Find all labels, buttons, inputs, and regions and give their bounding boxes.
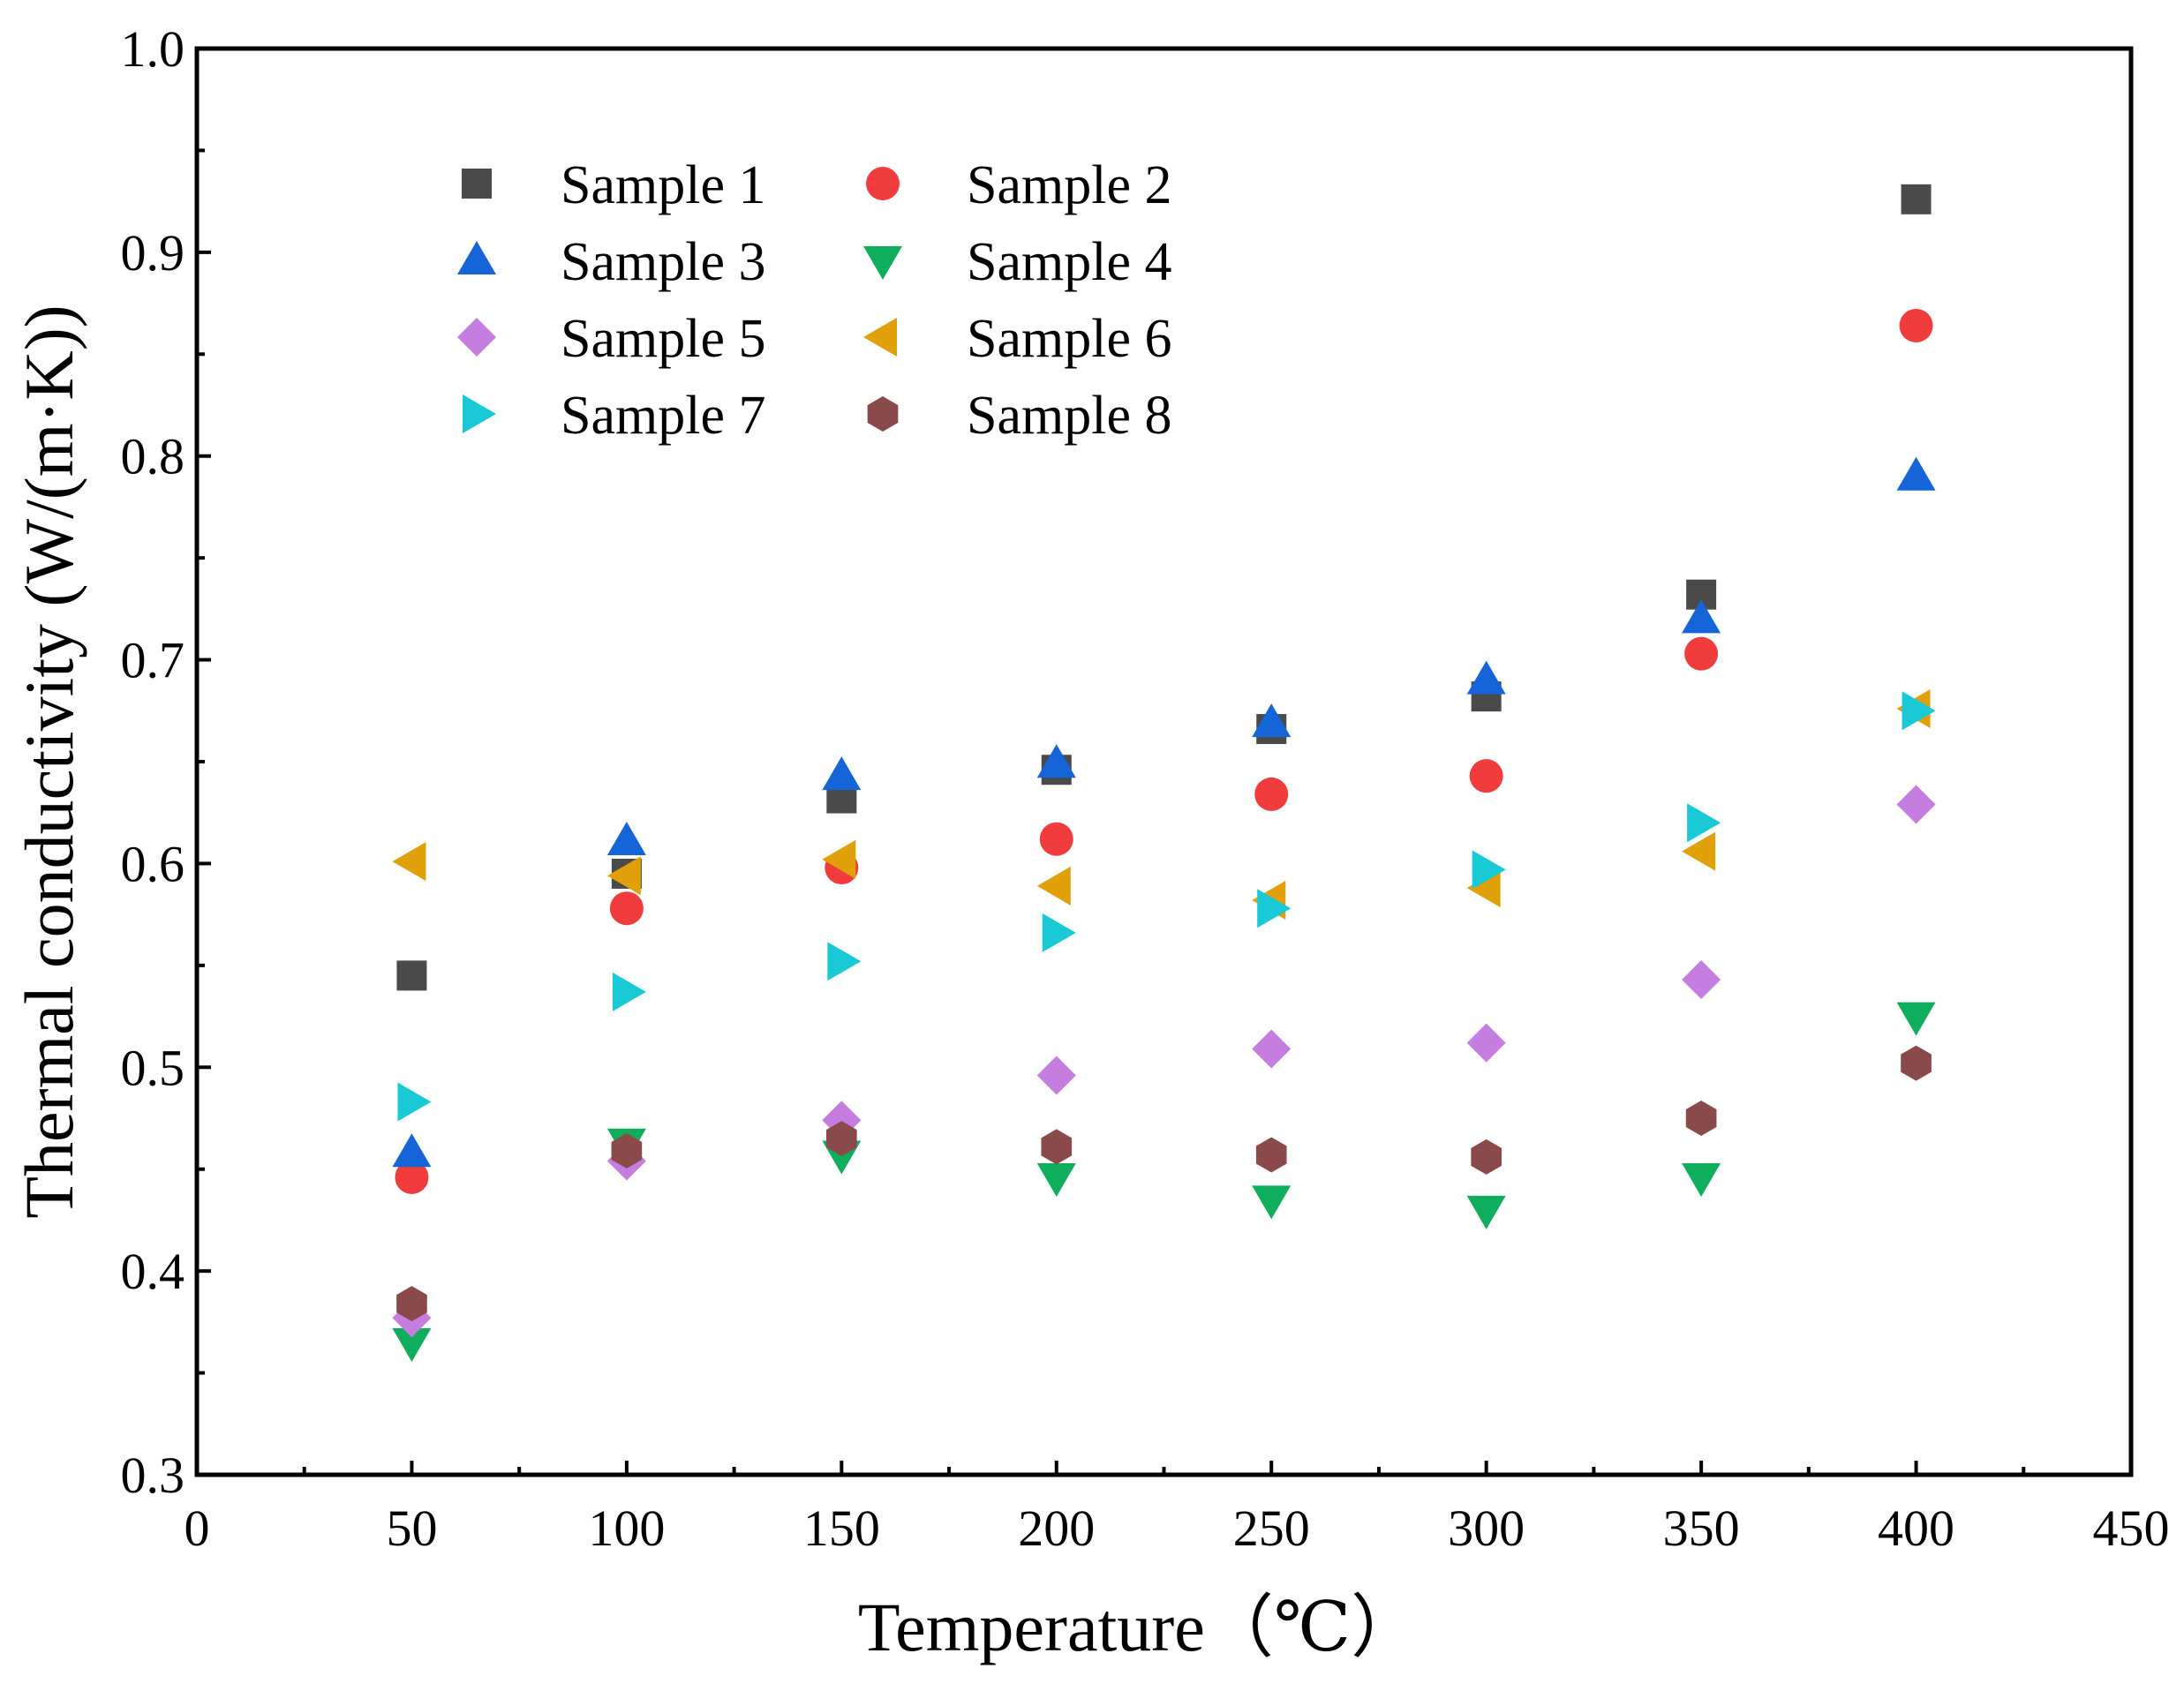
y-axis-title: Thermal conductivity (W/(m·K)) xyxy=(11,304,87,1218)
sample-5-point xyxy=(1036,1056,1076,1095)
y-tick-label: 0.9 xyxy=(121,224,185,282)
legend-marker-sample-5 xyxy=(457,318,496,357)
x-tick-label: 250 xyxy=(1233,1499,1310,1557)
sample-7-point xyxy=(1687,803,1721,843)
legend-marker-sample-7 xyxy=(463,395,496,433)
sample-8-point xyxy=(396,1286,427,1322)
sample-6-point xyxy=(822,839,856,879)
sample-6-point xyxy=(1466,868,1501,908)
sample-3-point xyxy=(1036,744,1076,778)
sample-5-point xyxy=(1252,1029,1292,1069)
sample-3-point xyxy=(606,822,646,856)
sample-2-point xyxy=(395,1160,429,1194)
legend: Sample 1 Sample 2 Sample 3 Sample 4 Sample 5… xyxy=(457,155,1171,446)
sample-4-point xyxy=(1036,1162,1076,1197)
sample-7-point xyxy=(1472,850,1506,890)
sample-8-point xyxy=(1685,1101,1717,1136)
sample-6-point xyxy=(1036,866,1071,906)
sample-4-point xyxy=(1466,1195,1506,1229)
legend-label-sample-3: Sample 3 xyxy=(561,232,765,292)
sample-1-point xyxy=(396,960,427,991)
sample-1-point xyxy=(1901,184,1932,214)
sample-7-point xyxy=(1042,913,1076,952)
sample-6-point xyxy=(1682,831,1716,871)
sample-7-point xyxy=(397,1082,432,1122)
sample-2-point xyxy=(609,891,644,926)
sample-2-point xyxy=(1039,822,1073,856)
legend-label-sample-6: Sample 6 xyxy=(967,309,1171,369)
sample-6-point xyxy=(606,856,641,896)
y-tick-label: 1.0 xyxy=(121,20,185,78)
sample-5-point xyxy=(1896,785,1936,824)
x-tick-label: 150 xyxy=(803,1499,880,1557)
sample-5-point xyxy=(1682,960,1721,1000)
sample-4-point xyxy=(392,1327,432,1362)
sample-3-point xyxy=(1682,599,1721,634)
sample-4-point xyxy=(1682,1162,1721,1197)
y-tick-label: 0.6 xyxy=(121,835,185,892)
data-points xyxy=(392,184,1936,1362)
legend-label-sample-4: Sample 4 xyxy=(967,232,1171,292)
legend-label-sample-2: Sample 2 xyxy=(967,155,1171,215)
legend-marker-sample-6 xyxy=(863,318,897,357)
sample-6-point xyxy=(392,842,426,882)
y-tick-label: 0.4 xyxy=(121,1243,185,1300)
x-tick-label: 350 xyxy=(1663,1499,1740,1557)
sample-8-point xyxy=(826,1121,857,1157)
x-tick-label: 400 xyxy=(1878,1499,1954,1557)
x-axis-title: Temperature（℃） xyxy=(858,1589,1420,1665)
sample-8-point xyxy=(1471,1139,1502,1175)
legend-label-sample-7: Sample 7 xyxy=(561,386,765,446)
sample-3-point xyxy=(822,756,862,791)
y-tick-label: 0.3 xyxy=(121,1447,185,1504)
axis-ticks: 0 50 100 150 200 250 300 350 400 450 0.3 0.4 0.5 0.6 0… xyxy=(121,20,2170,1557)
x-tick-label: 300 xyxy=(1448,1499,1525,1557)
sample-2-point xyxy=(1684,636,1719,671)
sample-3-point xyxy=(1466,660,1506,695)
legend-label-sample-8: Sample 8 xyxy=(967,386,1171,446)
plot-frame xyxy=(194,46,2134,1477)
legend-marker-sample-8 xyxy=(867,396,899,432)
legend-label-sample-5: Sample 5 xyxy=(561,309,765,369)
legend-marker-sample-4 xyxy=(863,246,902,280)
legend-label-sample-1: Sample 1 xyxy=(561,155,765,215)
sample-3-point xyxy=(392,1133,432,1168)
x-tick-label: 100 xyxy=(588,1499,665,1557)
sample-8-point xyxy=(1041,1129,1073,1165)
sample-4-point xyxy=(1896,1002,1936,1036)
y-tick-label: 0.8 xyxy=(121,428,185,485)
sample-7-point xyxy=(612,972,646,1011)
legend-marker-sample-3 xyxy=(457,241,496,274)
y-tick-label: 0.5 xyxy=(121,1039,185,1096)
sample-3-point xyxy=(1896,456,1936,491)
legend-marker-sample-2 xyxy=(866,167,900,200)
x-tick-label: 0 xyxy=(185,1499,210,1557)
sample-2-point xyxy=(1469,759,1503,793)
y-tick-label: 0.7 xyxy=(121,632,185,689)
sample-5-point xyxy=(1466,1023,1506,1063)
legend-marker-sample-1 xyxy=(462,169,492,199)
sample-7-point xyxy=(827,942,862,981)
x-tick-label: 450 xyxy=(2093,1499,2170,1557)
sample-4-point xyxy=(1252,1185,1292,1220)
sample-8-point xyxy=(611,1132,643,1169)
sample-8-point xyxy=(1255,1137,1287,1173)
x-tick-label: 50 xyxy=(386,1499,437,1557)
sample-3-point xyxy=(1252,703,1292,738)
sample-2-point xyxy=(1254,777,1289,811)
sample-8-point xyxy=(1901,1045,1932,1081)
x-tick-label: 200 xyxy=(1018,1499,1095,1557)
sample-2-point xyxy=(1899,308,1933,342)
sample-7-point xyxy=(1257,889,1292,928)
sample-7-point xyxy=(1902,691,1936,731)
